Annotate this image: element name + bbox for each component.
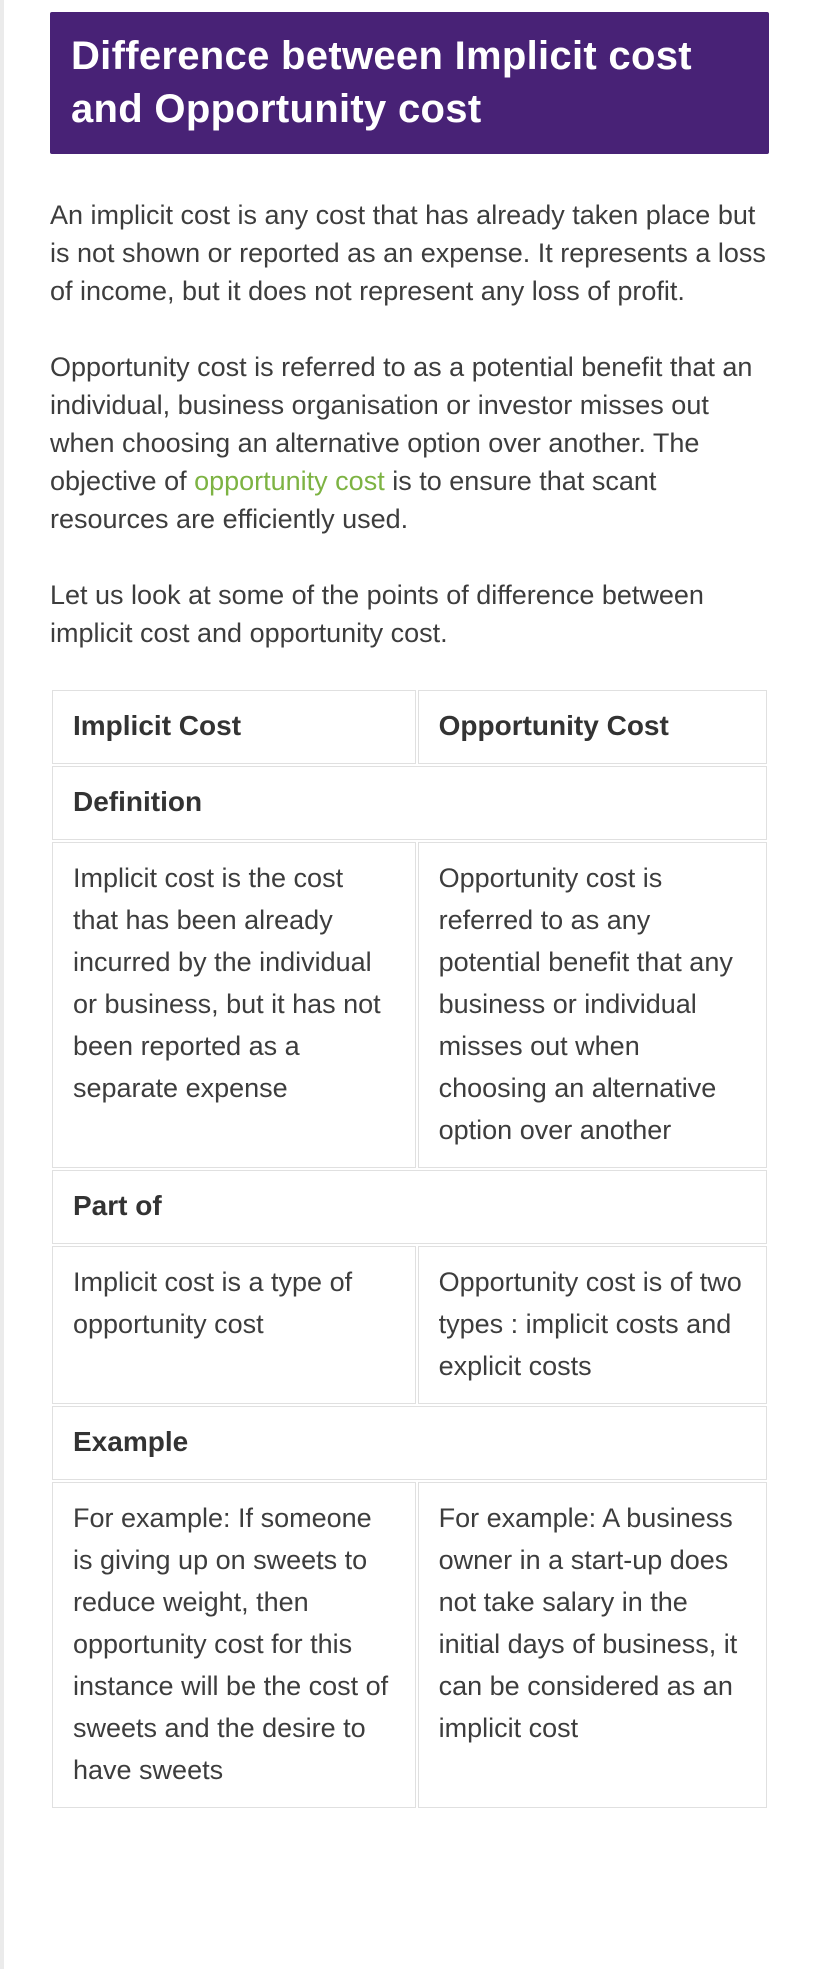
- paragraph-lead-in: Let us look at some of the points of dif…: [50, 580, 704, 648]
- column-header-opportunity-cost: Opportunity Cost: [417, 690, 767, 764]
- section-label-part-of: Part of: [52, 1170, 767, 1244]
- section-row-part-of: Part of: [52, 1170, 767, 1244]
- opportunity-cost-link[interactable]: opportunity cost: [194, 466, 385, 496]
- cell-implicit-definition: Implicit cost is the cost that has been …: [52, 842, 416, 1168]
- table-row-part-of: Implicit cost is a type of opportunity c…: [52, 1246, 767, 1404]
- cell-implicit-part-of: Implicit cost is a type of opportunity c…: [52, 1246, 416, 1404]
- comparison-table: Implicit Cost Opportunity Cost Definitio…: [50, 688, 769, 1810]
- cell-opportunity-example: For example: A business owner in a start…: [417, 1482, 767, 1808]
- column-header-implicit-cost: Implicit Cost: [52, 690, 416, 764]
- section-row-definition: Definition: [52, 766, 767, 840]
- paragraph-text-after-link: is to ensure that scant resources are ef…: [50, 466, 657, 534]
- page-left-edge-strip: [0, 0, 4, 1969]
- table-header-row: Implicit Cost Opportunity Cost: [52, 690, 767, 764]
- section-label-definition: Definition: [52, 766, 767, 840]
- table-row-definition: Implicit cost is the cost that has been …: [52, 842, 767, 1168]
- table-row-example: For example: If someone is giving up on …: [52, 1482, 767, 1808]
- article-content: Difference between Implicit cost and Opp…: [50, 0, 769, 1810]
- article-title-banner: Difference between Implicit cost and Opp…: [50, 12, 769, 154]
- paragraph-text-before-link: Opportunity cost is referred to as a pot…: [50, 352, 753, 496]
- section-label-example: Example: [52, 1406, 767, 1480]
- cell-implicit-example: For example: If someone is giving up on …: [52, 1482, 416, 1808]
- cell-opportunity-part-of: Opportunity cost is of two types : impli…: [417, 1246, 767, 1404]
- paragraph-opportunity-cost-intro: Opportunity cost is referred to as a pot…: [50, 348, 769, 538]
- section-row-example: Example: [52, 1406, 767, 1480]
- paragraph-implicit-cost-intro: An implicit cost is any cost that has al…: [50, 200, 766, 306]
- cell-opportunity-definition: Opportunity cost is referred to as any p…: [417, 842, 767, 1168]
- page-title: Difference between Implicit cost and Opp…: [71, 34, 692, 131]
